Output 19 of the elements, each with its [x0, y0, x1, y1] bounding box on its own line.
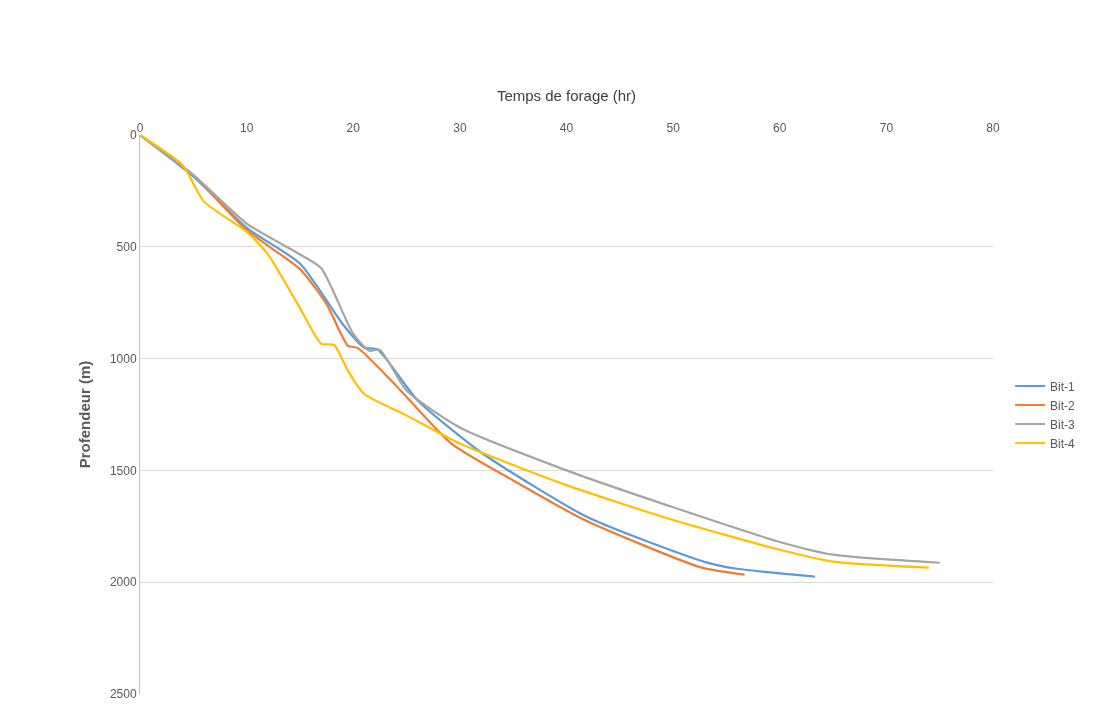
legend-label: Bit-3 — [1050, 417, 1076, 432]
x-tick-label: 50 — [666, 120, 681, 135]
x-tick-label: 70 — [879, 120, 894, 135]
x-tick-label: 40 — [559, 120, 574, 135]
legend-label: Bit-2 — [1050, 398, 1076, 413]
x-tick-label: 20 — [346, 120, 361, 135]
y-tick-label: 2500 — [109, 687, 137, 702]
y-axis-title: Profendeur (m) — [76, 360, 94, 469]
legend-label: Bit-1 — [1050, 379, 1076, 394]
legend-label: Bit-4 — [1050, 436, 1076, 451]
y-tick-label: 1500 — [109, 463, 137, 478]
x-tick-label: 10 — [239, 120, 254, 135]
x-tick-label: 60 — [773, 120, 787, 135]
y-tick-label: 500 — [116, 240, 137, 254]
x-axis-title: Temps de forage (hr) — [496, 86, 637, 104]
x-tick-label: 30 — [453, 120, 467, 135]
y-tick-label: 2000 — [109, 575, 137, 590]
x-tick-label: 80 — [986, 120, 1000, 135]
y-tick-label: 1000 — [109, 351, 137, 366]
